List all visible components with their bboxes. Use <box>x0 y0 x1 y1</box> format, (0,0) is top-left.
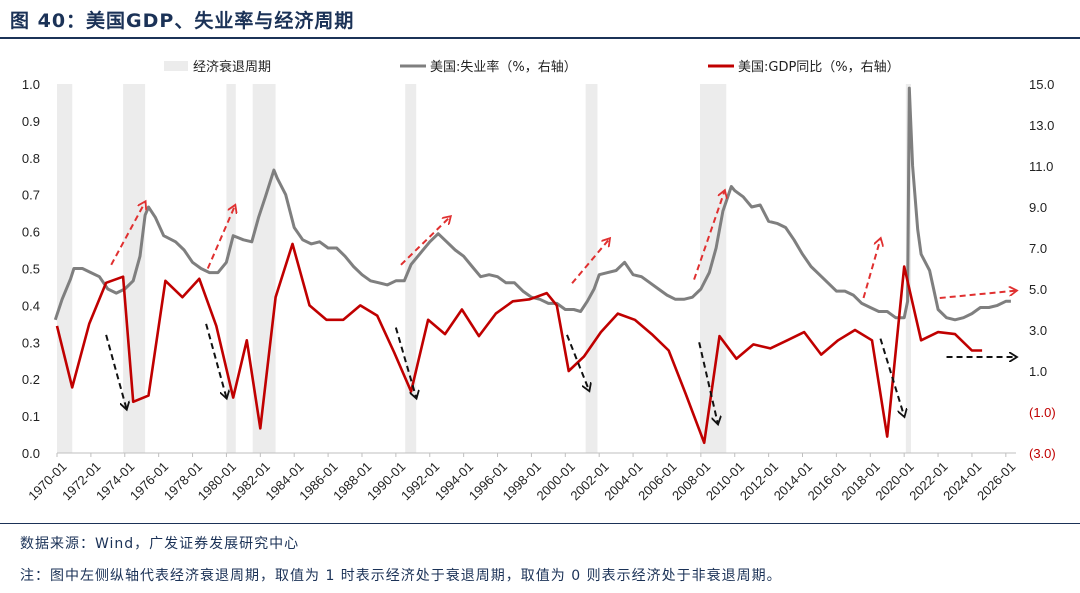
source-note: 数据来源：Wind，广发证券发展研究中心 <box>20 536 300 552</box>
left-tick-label: 1.0 <box>22 77 40 92</box>
right-tick-label: (3.0) <box>1029 446 1056 461</box>
left-tick-label: 0.2 <box>22 372 40 387</box>
right-tick-label: 7.0 <box>1029 241 1047 256</box>
trend-arrow-red <box>939 291 1016 300</box>
trend-arrow-black <box>105 334 126 409</box>
recession-band <box>585 84 598 453</box>
unemployment-series-line <box>53 86 1011 322</box>
legend-gdp-label: 美国:GDP同比（%，右轴） <box>738 60 900 75</box>
left-tick-label: 0.1 <box>22 409 40 424</box>
trend-arrow-red <box>206 206 235 269</box>
right-tick-label: 15.0 <box>1029 77 1054 92</box>
left-tick-label: 0.5 <box>22 262 40 277</box>
right-tick-label: 11.0 <box>1029 159 1053 174</box>
right-tick-label: 1.0 <box>1029 364 1047 379</box>
trend-arrow-red <box>693 191 724 280</box>
recession-band <box>57 84 73 453</box>
legend: 经济衰退周期 美国:失业率（%，右轴） 美国:GDP同比（%，右轴） <box>164 59 900 75</box>
trend-arrow-red <box>400 217 450 266</box>
recession-band <box>226 84 236 453</box>
recession-bands <box>57 84 911 453</box>
legend-recession-swatch <box>164 61 188 71</box>
legend-unemployment-label: 美国:失业率（%，右轴） <box>430 59 577 75</box>
left-tick-label: 0.0 <box>22 446 40 461</box>
trend-arrow-black <box>879 338 904 416</box>
right-tick-label: 3.0 <box>1029 323 1047 338</box>
footer-divider <box>0 523 1080 524</box>
trend-arrow-red <box>862 239 881 299</box>
trend-arrow-black <box>205 323 226 398</box>
left-tick-label: 0.3 <box>22 335 40 350</box>
left-tick-label: 0.8 <box>22 151 40 166</box>
chart-title: 图 40：美国GDP、失业率与经济周期 <box>10 10 355 32</box>
trend-arrows <box>105 191 1016 423</box>
right-tick-label: (1.0) <box>1029 405 1056 420</box>
title-divider <box>0 37 1080 39</box>
legend-recession-label: 经济衰退周期 <box>193 59 271 75</box>
right-tick-label: 13.0 <box>1029 118 1054 133</box>
chart: 经济衰退周期 美国:失业率（%，右轴） 美国:GDP同比（%，右轴） 1.0 0.… <box>22 59 1056 503</box>
left-axis: 1.0 0.9 0.8 0.7 0.6 0.5 0.4 0.3 0.2 0.1 0.0 <box>22 77 40 461</box>
footnote: 注：图中左侧纵轴代表经济衰退周期，取值为 1 时表示经济处于衰退周期，取值为 0… <box>20 568 782 584</box>
x-tick-label: 2026-01 <box>974 459 1018 503</box>
gdp-series-line <box>55 242 983 445</box>
trend-arrow-red <box>110 202 145 266</box>
left-tick-label: 0.7 <box>22 188 40 203</box>
right-tick-label: 9.0 <box>1029 200 1047 215</box>
left-tick-label: 0.4 <box>22 298 40 313</box>
left-tick-label: 0.9 <box>22 114 40 129</box>
trend-arrow-black <box>394 327 416 398</box>
recession-band <box>252 84 276 453</box>
left-tick-label: 0.6 <box>22 225 40 240</box>
recession-band <box>700 84 727 453</box>
x-axis: 1970-011972-011974-011976-011978-011980-… <box>25 453 1018 503</box>
trend-arrow-black <box>698 342 718 423</box>
right-axis: 15.0 13.0 11.0 9.0 7.0 5.0 3.0 1.0 (1.0) (3.0) <box>1029 77 1056 461</box>
right-tick-label: 5.0 <box>1029 282 1047 297</box>
